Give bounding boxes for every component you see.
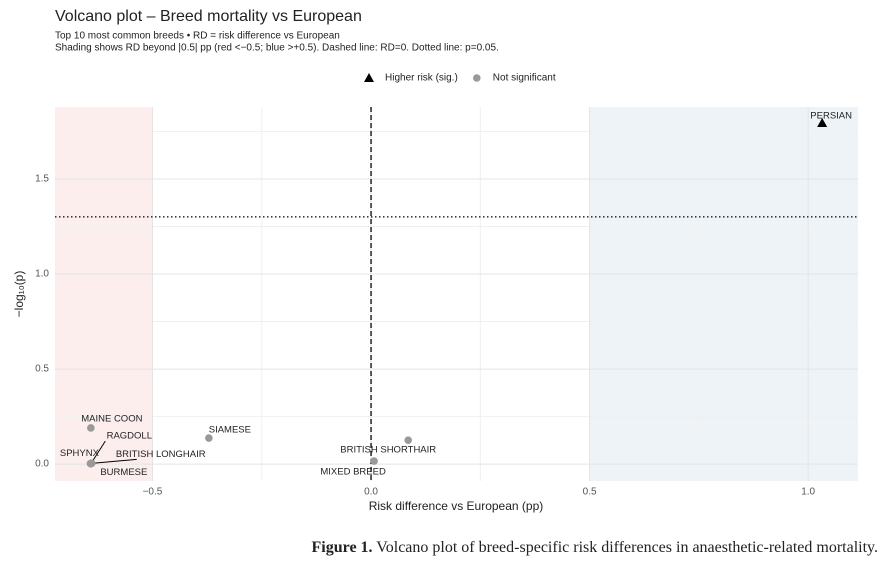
point-label: BRITISH LONGHAIR [116, 449, 206, 460]
point [404, 436, 412, 444]
caption: Figure 1. Volcano plot of breed-specific… [312, 539, 878, 556]
point-label: BRITISH SHORTHAIR [340, 445, 436, 456]
x-tick-label: 0.5 [583, 487, 597, 498]
y-axis-label: −log₁₀(p) [12, 271, 26, 318]
caption-label: Figure 1. [312, 539, 373, 556]
point-label: SPHYNX [60, 448, 100, 459]
x-tick-label: −0.5 [143, 487, 163, 498]
y-tick-label: 0.5 [35, 364, 49, 375]
subtitle: Top 10 most common breeds • RD = risk di… [55, 31, 340, 42]
legend-label: Not significant [493, 73, 556, 84]
y-tick-label: 0.0 [35, 459, 49, 470]
x-tick-label: 1.0 [801, 487, 815, 498]
shade-high [589, 107, 858, 481]
point-label: SIAMESE [209, 425, 251, 436]
point-label: BURMESE [100, 467, 147, 478]
x-axis-label: Risk difference vs European (pp) [369, 499, 544, 513]
shade-low [55, 107, 153, 481]
point-label: MAINE COON [81, 413, 142, 424]
point [87, 424, 95, 432]
point [205, 434, 213, 442]
legend-marker [364, 73, 374, 82]
caption-text: Volcano plot of breed-specific risk diff… [376, 539, 878, 556]
point-label: PERSIAN [810, 110, 852, 121]
y-tick-label: 1.5 [35, 174, 49, 185]
x-tick-label: 0.0 [364, 487, 378, 498]
leader-line [91, 458, 137, 464]
legend-label: Higher risk (sig.) [385, 73, 458, 84]
point [370, 457, 378, 465]
leader-line [90, 440, 106, 464]
chart-title: Volcano plot – Breed mortality vs Europe… [55, 8, 362, 25]
point [817, 117, 828, 127]
point-label: RAGDOLL [107, 431, 152, 442]
point-label: MIXED BREED [320, 467, 386, 478]
y-tick-label: 1.0 [35, 269, 49, 280]
point [87, 459, 95, 468]
legend-marker [472, 74, 481, 82]
subtitle: Shading shows RD beyond |0.5| pp (red <−… [55, 43, 499, 54]
